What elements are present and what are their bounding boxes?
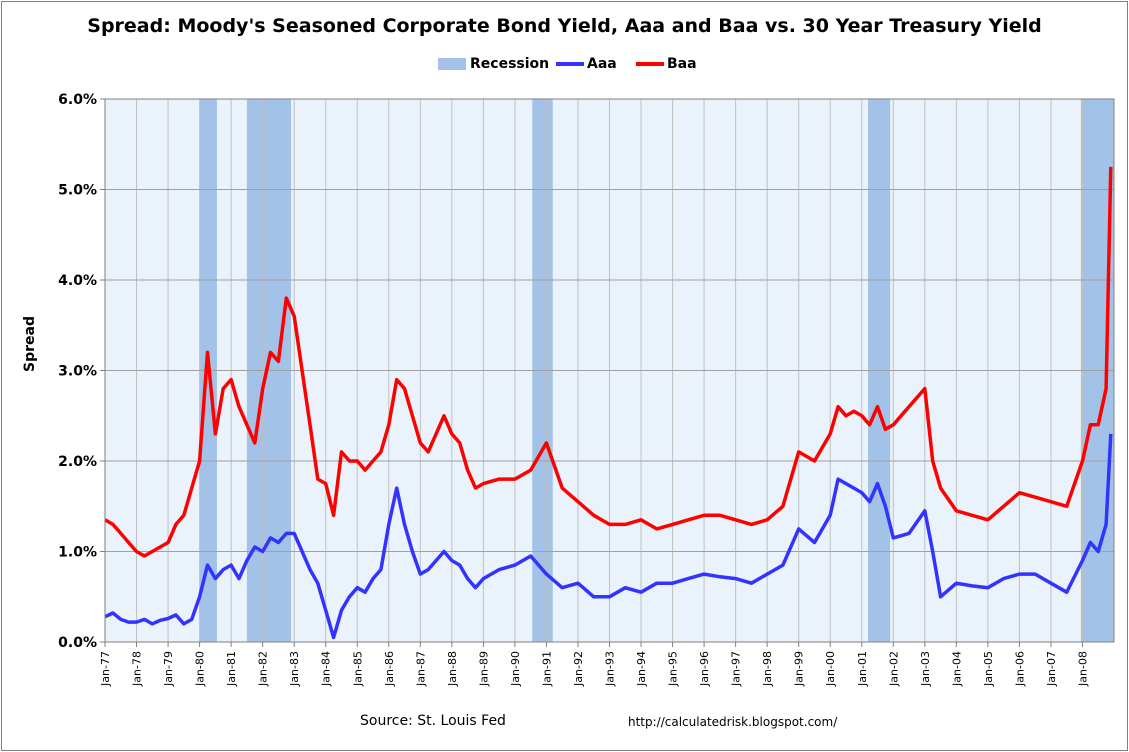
source-note: Source: St. Louis Fed	[360, 713, 506, 729]
x-tick-label: Jan-80	[194, 651, 207, 687]
x-tick-label: Jan-83	[288, 651, 301, 687]
y-tick-label: 2.0%	[58, 454, 97, 470]
series-line-aaa	[104, 433, 1113, 640]
x-tick-label: Jan-87	[414, 651, 427, 687]
source-url: http://calculatedrisk.blogspot.com/	[628, 715, 838, 729]
x-tick-label: Jan-04	[950, 651, 963, 687]
chart-legend: Recession Aaa Baa	[0, 56, 1129, 76]
legend-item-recession: Recession	[438, 56, 549, 72]
x-tick-label: Jan-81	[225, 651, 238, 687]
y-tick-label: 5.0%	[58, 183, 97, 199]
legend-item-aaa: Aaa	[556, 56, 617, 72]
legend-swatch-recession	[438, 58, 466, 70]
x-tick-label: Jan-79	[162, 651, 175, 687]
legend-item-baa: Baa	[636, 56, 697, 72]
x-tick-label: Jan-05	[982, 651, 995, 687]
chart-title: Spread: Moody's Seasoned Corporate Bond …	[87, 15, 1042, 37]
x-tick-label: Jan-78	[131, 651, 144, 687]
x-tick-label: Jan-93	[604, 651, 617, 687]
x-tick-label: Jan-88	[446, 651, 459, 687]
x-tick-label: Jan-07	[1045, 651, 1058, 687]
x-tick-label: Jan-99	[793, 651, 806, 687]
x-tick-label: Jan-86	[383, 651, 396, 687]
legend-swatch-baa	[636, 62, 664, 66]
y-tick-label: 0.0%	[58, 635, 97, 651]
x-tick-label: Jan-96	[698, 651, 711, 687]
x-tick-label: Jan-84	[320, 651, 333, 687]
x-tick-label: Jan-01	[856, 651, 869, 687]
x-tick-label: Jan-95	[667, 651, 680, 687]
x-tick-label: Jan-92	[572, 651, 585, 687]
y-tick-label: 3.0%	[58, 364, 97, 380]
y-tick-label: 1.0%	[58, 545, 97, 561]
legend-label-aaa: Aaa	[587, 56, 617, 72]
x-tick-label: Jan-97	[730, 651, 743, 687]
y-tick-label: 4.0%	[58, 273, 97, 289]
x-tick-label: Jan-98	[761, 651, 774, 687]
x-tick-label: Jan-08	[1076, 651, 1089, 687]
legend-label-recession: Recession	[470, 56, 550, 72]
x-tick-label: Jan-00	[824, 651, 837, 687]
x-tick-label: Jan-77	[99, 651, 112, 687]
x-tick-label: Jan-89	[477, 651, 490, 687]
x-tick-label: Jan-94	[635, 651, 648, 687]
x-tick-label: Jan-90	[509, 651, 522, 687]
y-tick-label: 6.0%	[58, 92, 97, 108]
x-tick-label: Jan-85	[351, 651, 364, 687]
series-line-baa	[104, 166, 1113, 558]
x-tick-label: Jan-82	[257, 651, 270, 687]
legend-label-baa: Baa	[667, 56, 697, 72]
x-tick-label: Jan-02	[887, 651, 900, 687]
x-tick-label: Jan-03	[919, 651, 932, 687]
x-tick-label: Jan-91	[540, 651, 553, 687]
x-tick-label: Jan-06	[1013, 651, 1026, 687]
legend-swatch-aaa	[556, 62, 584, 66]
